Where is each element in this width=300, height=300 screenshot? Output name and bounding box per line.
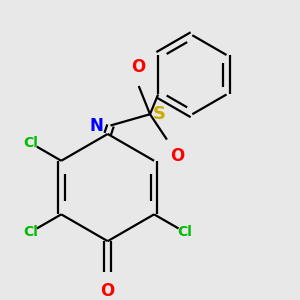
Text: O: O [170, 147, 184, 165]
Text: O: O [100, 282, 115, 300]
Text: Cl: Cl [23, 225, 38, 239]
Text: N: N [90, 116, 104, 134]
Text: Cl: Cl [177, 225, 192, 239]
Text: Cl: Cl [23, 136, 38, 150]
Text: O: O [132, 58, 146, 76]
Text: S: S [153, 105, 166, 123]
